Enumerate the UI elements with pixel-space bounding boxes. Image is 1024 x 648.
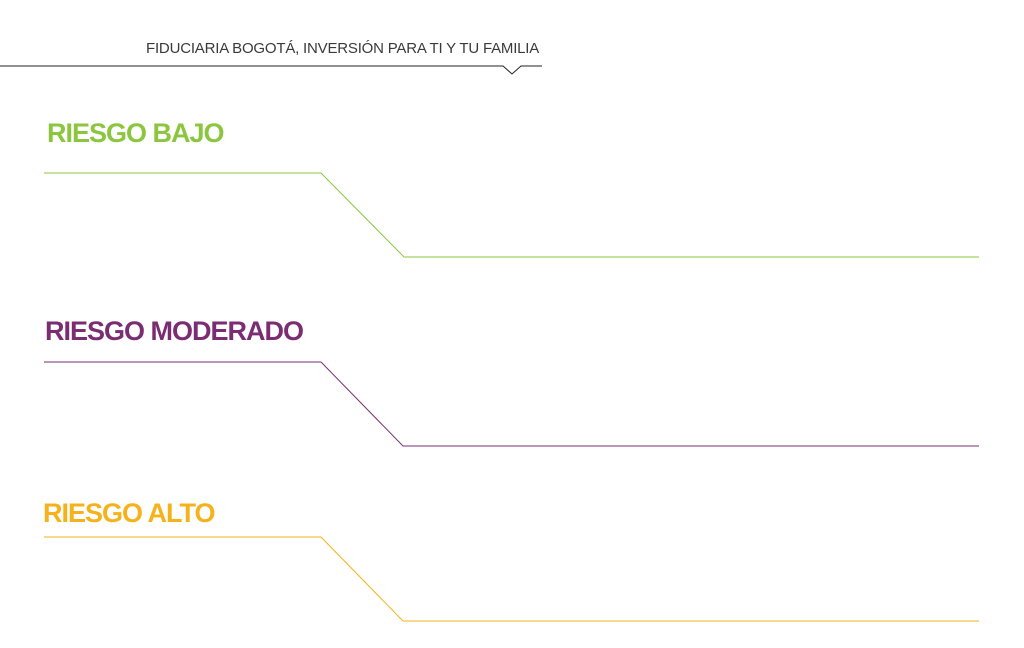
section-title-riesgo-moderado: RIESGO MODERADO: [45, 316, 304, 346]
step-line-path: [44, 536, 979, 622]
section-title-riesgo-alto: RIESGO ALTO: [43, 498, 216, 528]
section-title-riesgo-bajo: RIESGO BAJO: [47, 118, 225, 148]
step-line-riesgo-alto: [44, 536, 979, 622]
step-line-riesgo-bajo: [44, 172, 979, 258]
step-line-path: [44, 361, 979, 447]
header-rule: [0, 65, 542, 75]
step-line-path: [44, 172, 979, 258]
header-rule-notch: [0, 65, 542, 75]
header-title: FIDUCIARIA BOGOTÁ, INVERSIÓN PARA TI Y T…: [146, 40, 540, 57]
step-line-riesgo-moderado: [44, 361, 979, 447]
